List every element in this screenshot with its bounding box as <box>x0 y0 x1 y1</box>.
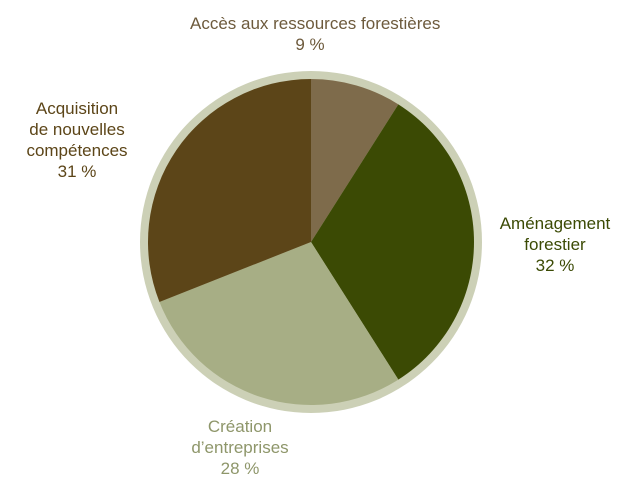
label-acquisition-line3: compétences <box>26 141 128 160</box>
slice-amenagement <box>311 104 475 380</box>
label-acquisition-line1: Acquisition <box>35 99 119 118</box>
label-acces-ressources-pct: 9 % <box>295 35 325 54</box>
label-acquisition: Acquisition de nouvelles compétences 31 … <box>2 98 152 182</box>
label-acquisition-line2: de nouvelles <box>29 120 125 139</box>
label-acquisition-pct: 31 % <box>57 162 97 181</box>
slice-acquisition <box>147 79 311 303</box>
label-amenagement-pct: 32 % <box>535 256 575 275</box>
label-creation-line1: Création <box>207 417 273 436</box>
label-creation-line2: d’entreprises <box>191 438 289 457</box>
slice-creation <box>159 242 399 405</box>
label-acces-ressources: Accès aux ressources forestières 9 % <box>190 13 441 55</box>
label-creation: Création d’entreprises 28 % <box>160 416 320 479</box>
label-acces-ressources-line1: Accès aux ressources forestières <box>190 14 441 33</box>
slice-acces-ressources <box>311 79 399 242</box>
label-amenagement: Aménagement forestier 32 % <box>480 213 630 276</box>
label-creation-pct: 28 % <box>220 459 260 478</box>
label-amenagement-line2: forestier <box>524 235 586 254</box>
label-amenagement-line1: Aménagement <box>499 214 611 233</box>
